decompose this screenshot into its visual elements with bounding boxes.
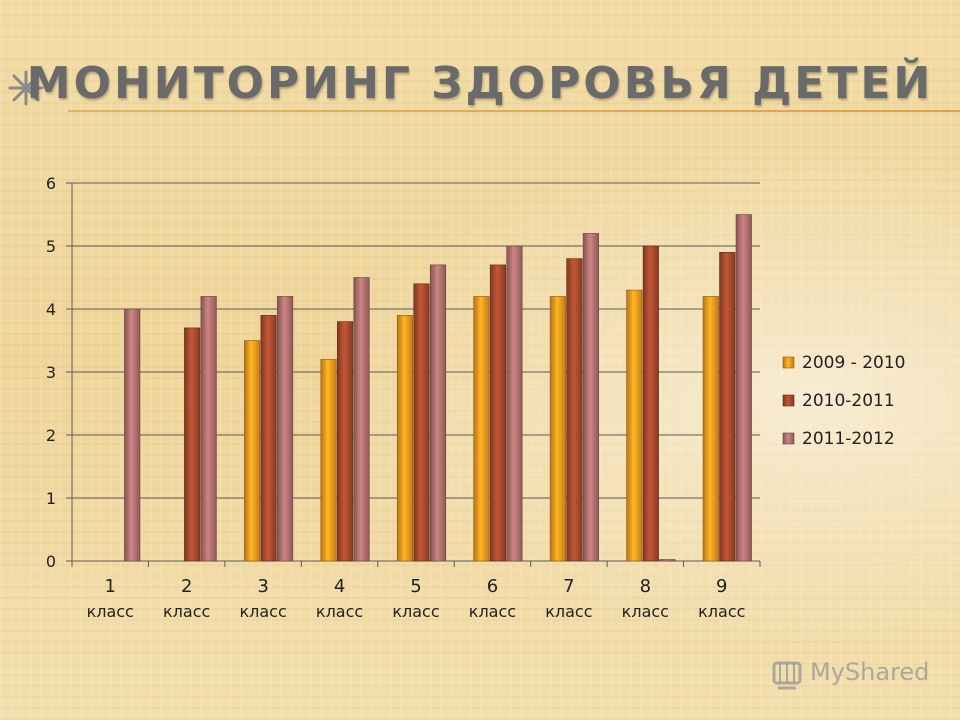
x-tick-label-word: класс — [545, 602, 592, 621]
bar-7-series-1 — [549, 296, 566, 562]
bar-7-series-2 — [566, 258, 583, 562]
bar-8-series-3 — [659, 559, 676, 562]
legend-label-3: 2011-2012 — [802, 429, 895, 449]
bar-5-series-2 — [413, 283, 430, 562]
bar-6-series-3 — [506, 245, 523, 562]
y-tick-label: 1 — [46, 489, 56, 508]
x-tick-label-word: класс — [622, 602, 669, 621]
x-tick-label-word: класс — [87, 602, 134, 621]
watermark-text: MyShared — [810, 658, 930, 686]
legend-swatch-2 — [782, 394, 795, 407]
x-tick-label-word: класс — [392, 602, 439, 621]
title-underline — [68, 110, 960, 112]
legend-label-1: 2009 - 2010 — [802, 353, 905, 373]
x-tick-label-number: 4 — [334, 576, 345, 597]
bar-8-series-1 — [626, 289, 643, 562]
slide-title: МОНИТОРИНГ ЗДОРОВЬЯ ДЕТЕЙ — [26, 58, 934, 109]
bar-1-series-3 — [124, 308, 141, 562]
bar-5-series-1 — [396, 314, 414, 562]
bar-9-series-2 — [719, 252, 736, 562]
x-tick-label-number: 6 — [487, 576, 498, 597]
y-tick-label: 6 — [46, 174, 56, 193]
y-tick-label: 5 — [46, 237, 56, 256]
bar-3-series-2 — [260, 314, 277, 562]
x-tick-label-word: класс — [163, 602, 210, 621]
bar-9-series-1 — [702, 296, 719, 562]
x-tick-label-number: 5 — [410, 576, 421, 597]
bar-2-series-2 — [184, 327, 201, 562]
y-tick-label: 0 — [46, 552, 56, 571]
y-tick-label: 3 — [46, 363, 56, 382]
bar-9-series-3 — [735, 214, 752, 562]
bar-5-series-3 — [429, 264, 447, 562]
x-tick-label-number: 2 — [181, 576, 192, 597]
bar-4-series-2 — [337, 321, 354, 562]
x-tick-label-number: 3 — [257, 576, 268, 597]
bar-4-series-3 — [353, 277, 370, 562]
legend-swatch-1 — [782, 356, 795, 369]
x-tick-label-word: класс — [698, 602, 745, 621]
x-tick-label-number: 9 — [716, 576, 727, 597]
bar-4-series-1 — [320, 359, 337, 562]
legend-swatch-3 — [782, 432, 795, 445]
legend-label-2: 2010-2011 — [802, 391, 895, 411]
x-tick-label-word: класс — [316, 602, 363, 621]
x-tick-label-number: 7 — [563, 576, 574, 597]
x-tick-label-number: 8 — [640, 576, 651, 597]
bar-6-series-2 — [489, 264, 506, 562]
bar-7-series-3 — [582, 233, 599, 562]
bar-6-series-1 — [473, 296, 490, 562]
bar-2-series-3 — [200, 296, 217, 562]
star-burst-icon — [8, 70, 44, 106]
y-tick-label: 4 — [46, 300, 56, 319]
x-tick-label-word: класс — [469, 602, 516, 621]
myshared-logo-icon — [772, 661, 802, 690]
x-tick-label-word: класс — [239, 602, 286, 621]
bar-3-series-3 — [277, 296, 294, 562]
y-tick-label: 2 — [46, 426, 56, 445]
bar-3-series-1 — [244, 340, 261, 562]
x-tick-label-number: 1 — [104, 576, 115, 597]
bar-8-series-2 — [642, 245, 659, 562]
